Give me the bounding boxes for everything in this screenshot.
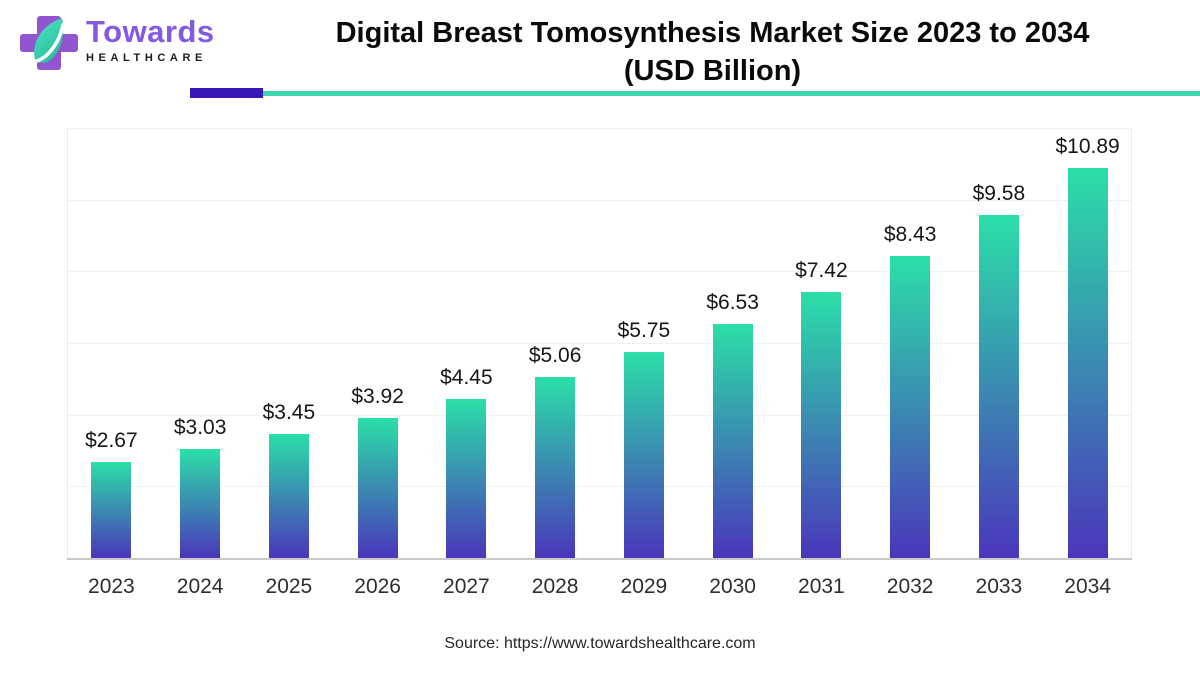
bar-column-2029: $5.75 2029 [600,128,689,598]
bar [535,376,576,558]
bar-value-label: $10.89 [1055,134,1120,158]
bar-column-2023: $2.67 2023 [67,128,156,598]
bar-value-label: $4.45 [440,365,493,389]
bar [91,462,132,558]
bar-column-2030: $6.53 2030 [688,128,777,598]
page-title: Digital Breast Tomosynthesis Market Size… [245,14,1180,91]
bar-column-2033: $9.58 2033 [955,128,1044,598]
bar-column-2027: $4.45 2027 [422,128,511,598]
logo-text: Towards HEALTHCARE [86,14,236,64]
gridline [67,128,1132,129]
bar-column-2026: $3.92 2026 [333,128,422,598]
medical-cross-icon [20,16,78,70]
bar [801,292,842,558]
bar-year-label: 2031 [798,575,845,598]
bar [357,417,398,558]
bar-value-label: $5.06 [528,343,582,367]
bar-column-2031: $7.42 2031 [777,128,866,598]
bar-year-label: 2030 [709,575,756,598]
bar [180,449,221,558]
gridline [67,199,1132,201]
bar-column-2034: $10.89 2034 [1043,128,1132,598]
bars-container: $2.67 2023 $3.03 2024 $3.45 2025 $3.92 2026 $4.4… [67,128,1132,598]
bar-year-label: 2033 [975,575,1023,598]
bar-value-label: $3.03 [173,416,227,440]
brand-subtitle: HEALTHCARE [86,51,207,64]
bar [268,434,309,558]
bar-year-label: 2029 [620,575,668,598]
bar-year-label: 2032 [886,575,934,598]
gridline [67,271,1132,273]
bar-year-label: 2023 [88,575,135,598]
bar [623,351,664,558]
gridline [67,486,1132,488]
towards-healthcare-logo: Towards HEALTHCARE [18,10,238,82]
bar-year-label: 2027 [443,575,490,598]
bar-value-label: $3.92 [351,384,404,408]
brand-name: Towards [86,14,215,49]
bar-year-label: 2028 [531,575,579,598]
bar-value-label: $8.43 [883,222,937,246]
bar-year-label: 2026 [354,575,401,598]
bar-value-label: $3.45 [262,401,316,425]
leaf-icon [31,18,65,64]
gridline [67,343,1132,344]
bar-value-label: $6.53 [706,291,759,315]
bar-value-label: $2.67 [85,429,138,453]
bar [1067,167,1108,558]
x-axis-baseline [67,558,1132,560]
bar [978,214,1019,558]
underline-teal-segment [263,90,1200,96]
bar-year-label: 2024 [176,575,224,598]
bar-year-label: 2034 [1064,575,1111,598]
bar-column-2032: $8.43 2032 [866,128,955,598]
bar-value-label: $5.75 [617,318,671,342]
bar-column-2025: $3.45 2025 [245,128,334,598]
bar-value-label: $7.42 [795,259,848,283]
bar-chart-plot-area: $2.67 2023 $3.03 2024 $3.45 2025 $3.92 2026 $4.4… [67,128,1132,598]
bar [446,398,487,558]
underline-purple-segment [190,88,263,98]
bar [890,255,931,558]
title-line-2: (USD Billion) [623,55,802,88]
bar-year-label: 2025 [265,575,313,598]
gridline [67,414,1132,416]
title-line-1: Digital Breast Tomosynthesis Market Size… [335,17,1090,49]
source-text: Source: https://www.towardshealthcare.co… [444,635,756,652]
bar-column-2028: $5.06 2028 [511,128,600,598]
bar-column-2024: $3.03 2024 [156,128,245,598]
bar [712,324,753,558]
bar-value-label: $9.58 [972,181,1026,205]
title-underline [190,88,1200,98]
